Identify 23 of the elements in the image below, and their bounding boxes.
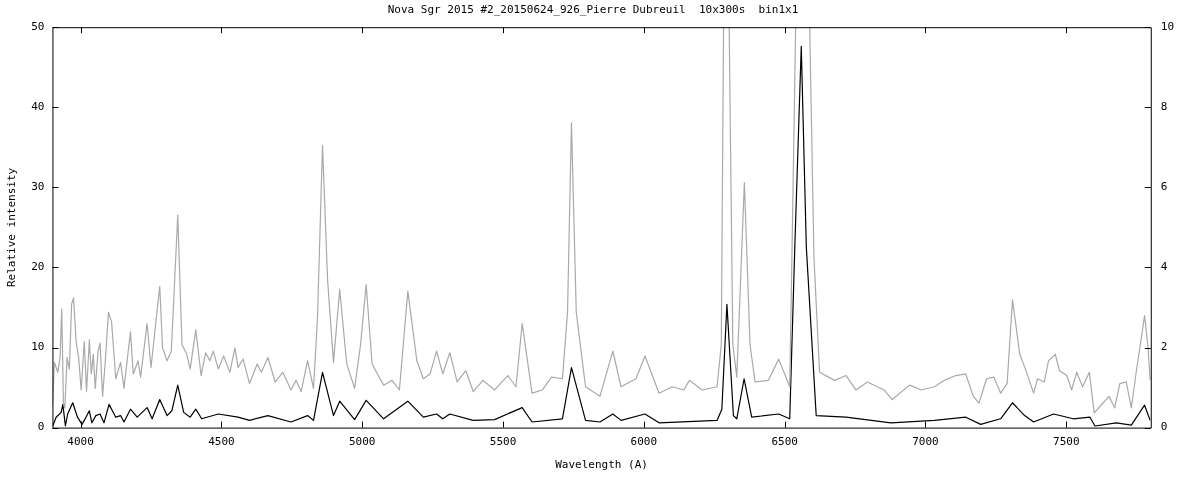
y2-tick-label: 10	[1160, 20, 1174, 34]
x-tick-label: 4000	[67, 435, 94, 449]
y-tick-label: 30	[31, 180, 45, 194]
y2-tick-label: 2	[1160, 340, 1168, 354]
y-tick-label: 10	[31, 340, 45, 354]
x-tick-label: 7000	[912, 435, 939, 449]
y2-tick-label: 8	[1160, 100, 1168, 114]
x-tick-label: 5500	[489, 435, 517, 449]
x-axis-title: Wavelength (A)	[555, 458, 648, 472]
x-tick-label: 7500	[1053, 435, 1080, 449]
y-axis-title: Relative intensity	[5, 167, 19, 288]
chart-title: Nova Sgr 2015 #2_20150624_926_Pierre Dubreuil 10x300s bin1x1	[387, 3, 799, 17]
x-tick-label: 5000	[348, 435, 376, 449]
y-tick-label: 50	[31, 20, 45, 34]
y-tick-label: 20	[31, 260, 45, 274]
x-tick-label: 6000	[630, 435, 658, 449]
y2-tick-label: 0	[1160, 420, 1168, 434]
y-tick-label: 40	[31, 100, 45, 114]
y2-tick-label: 6	[1160, 180, 1168, 194]
x-tick-label: 6500	[771, 435, 798, 449]
y-tick-label: 0	[37, 420, 45, 434]
y2-tick-label: 4	[1160, 260, 1168, 274]
x-tick-label: 4500	[208, 435, 235, 449]
